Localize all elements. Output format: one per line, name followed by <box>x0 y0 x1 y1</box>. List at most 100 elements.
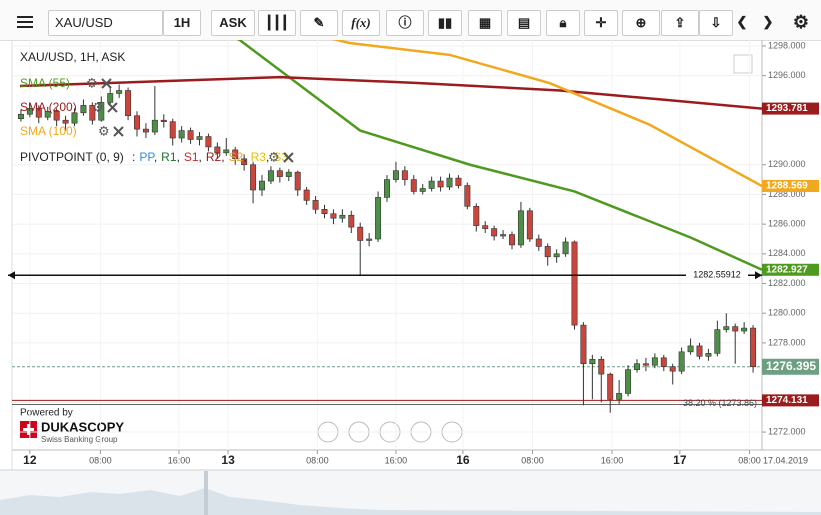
candle-body <box>134 115 140 130</box>
y-tick-label: 1278.000 <box>768 337 806 347</box>
symbol-input[interactable]: XAU/USD <box>48 10 163 36</box>
popout-button[interactable] <box>733 54 753 74</box>
y-tick-label: 1280.000 <box>768 308 806 318</box>
level-label: 1282.55912 <box>693 270 741 280</box>
remove-icon[interactable] <box>283 152 294 163</box>
candle-body <box>250 164 257 191</box>
side-button[interactable]: ASK <box>211 10 255 36</box>
remove-icon[interactable] <box>113 126 124 137</box>
candle-body <box>553 253 560 258</box>
settings-button[interactable]: ⚙ <box>792 12 810 32</box>
candle-body <box>178 130 185 139</box>
candle-body <box>526 210 533 240</box>
pivot-level: S2 <box>229 150 244 164</box>
remove-icon[interactable] <box>101 78 112 89</box>
candle-body <box>696 345 703 357</box>
price-badge <box>762 263 819 276</box>
price-badge-label: 1288.569 <box>766 181 808 192</box>
pivot-lead: : <box>132 150 135 164</box>
x-tick-label: 13 <box>221 453 235 467</box>
pivot-levels: : PP, R1, S1, R2, S2, R3, S3 <box>132 150 288 164</box>
pivot-separator: , <box>199 150 202 164</box>
pivot-level: S1 <box>184 150 199 164</box>
candle-body <box>678 351 685 372</box>
next-button[interactable]: ❯ <box>762 14 774 29</box>
candle-body <box>589 358 596 365</box>
legend-entry: SMA (55) <box>20 76 70 90</box>
candle-body <box>17 113 24 120</box>
x-tick-label: 16:00 <box>385 455 408 465</box>
pivot-separator: , <box>154 150 157 164</box>
level-label-bg <box>686 268 748 282</box>
x-tick-label: 17 <box>673 453 687 467</box>
candle-body <box>455 177 462 186</box>
report-button[interactable]: ▤ <box>507 10 541 36</box>
candle-body <box>437 180 444 188</box>
legend-entry: SMA (100) <box>20 124 77 138</box>
x-tick-label: 08:00 <box>89 455 112 465</box>
price-badge <box>762 358 819 375</box>
candle-body <box>482 225 489 229</box>
settings-icon[interactable]: ⚙ <box>92 99 104 114</box>
chart-type-button[interactable]: ┃┃┃ <box>258 10 296 36</box>
sma-line <box>331 40 762 188</box>
volume-button[interactable]: ▮▮ <box>428 10 462 36</box>
timeframe-button[interactable]: 1H <box>163 10 201 36</box>
candle-body <box>169 121 176 139</box>
lock-button[interactable]: 🔒︎ <box>546 10 580 36</box>
settings-icon[interactable]: ⚙ <box>98 123 110 138</box>
candle-body <box>419 188 426 192</box>
calendar-button[interactable]: ▦ <box>468 10 502 36</box>
info-button[interactable]: ⓘ <box>386 10 424 36</box>
candle-body <box>241 158 248 166</box>
pivot-level: PP <box>139 150 155 164</box>
indicator-button[interactable]: f(x) <box>342 10 380 36</box>
y-tick-label: 1284.000 <box>768 248 806 258</box>
upload-button[interactable]: ⇪ <box>661 10 699 36</box>
candle-body <box>223 149 230 154</box>
candle-body <box>53 110 60 121</box>
candle-body <box>598 358 605 375</box>
candle-body <box>267 170 274 182</box>
remove-icon[interactable] <box>107 102 118 113</box>
candle-body <box>339 214 346 219</box>
candle-body <box>205 136 212 148</box>
y-tick-label: 1272.000 <box>768 426 806 436</box>
pivot-level: R2 <box>206 150 222 164</box>
zoom-button[interactable]: ⊕ <box>622 10 660 36</box>
candle-body <box>491 228 498 237</box>
price-badge-label: 1276.395 <box>766 359 816 373</box>
branding: Powered by DUKASCOPY Swiss Banking Group <box>20 408 124 444</box>
pivot-name: PIVOTPOINT (0, 9) <box>20 150 124 164</box>
crosshair-button[interactable]: ✛ <box>584 10 618 36</box>
candle-body <box>642 363 649 366</box>
candle-body <box>634 363 640 370</box>
candle-body <box>160 119 167 122</box>
draw-button[interactable]: ✎ <box>300 10 338 36</box>
download-button[interactable]: ⇩ <box>699 10 733 36</box>
candle-body <box>392 170 399 180</box>
menu-button[interactable] <box>10 10 40 34</box>
x-tick-label: 08:00 <box>306 455 329 465</box>
candle-body <box>401 170 408 180</box>
candle-body <box>116 90 123 94</box>
y-tick-label: 1290.000 <box>768 159 806 169</box>
candle-body <box>651 357 658 366</box>
navigator-handle[interactable] <box>204 471 208 515</box>
prev-button[interactable]: ❮ <box>736 14 748 29</box>
settings-icon[interactable]: ⚙ <box>86 75 98 90</box>
candle-body <box>473 206 480 226</box>
pivot-separator: , <box>243 150 246 164</box>
y-tick-label: 1286.000 <box>768 219 806 229</box>
pivot-level: R3 <box>251 150 267 164</box>
candle-body <box>357 226 364 241</box>
candle-body <box>80 105 87 114</box>
candle-body <box>571 241 578 326</box>
candle-body <box>464 185 471 207</box>
settings-icon[interactable]: ⚙ <box>268 149 280 164</box>
menu-icon <box>17 16 33 28</box>
x-tick-label: 16 <box>456 453 470 467</box>
candle-body <box>125 90 132 117</box>
sma-line <box>19 75 762 110</box>
candle-body <box>107 93 114 103</box>
